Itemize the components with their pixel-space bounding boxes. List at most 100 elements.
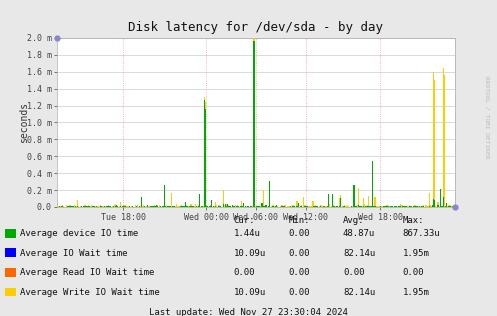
Bar — [88, 206, 89, 207]
Bar — [151, 206, 152, 207]
Bar — [442, 206, 443, 207]
Bar — [438, 206, 439, 207]
Bar — [215, 202, 216, 207]
Bar — [383, 206, 385, 207]
Bar — [241, 201, 242, 207]
Bar — [354, 185, 355, 207]
Bar — [400, 206, 401, 207]
Bar — [226, 204, 227, 207]
Bar — [252, 206, 253, 207]
Bar — [186, 205, 187, 207]
Bar — [313, 206, 314, 207]
Bar — [184, 206, 185, 207]
Bar — [333, 205, 334, 207]
Bar — [334, 206, 335, 207]
Bar — [361, 205, 362, 207]
Bar — [440, 189, 441, 207]
Bar — [280, 206, 281, 207]
Bar — [399, 206, 400, 207]
Text: 0.00: 0.00 — [288, 249, 310, 258]
Bar — [406, 206, 407, 207]
Bar — [298, 204, 299, 207]
Bar — [62, 205, 63, 207]
Bar — [339, 206, 340, 207]
Bar — [372, 161, 373, 207]
Bar — [110, 206, 111, 207]
Bar — [251, 206, 252, 207]
Bar — [238, 206, 239, 207]
Bar — [123, 206, 125, 207]
Bar — [292, 206, 293, 207]
Bar — [328, 204, 330, 207]
Bar — [396, 206, 397, 207]
Bar — [190, 206, 191, 207]
Bar — [354, 205, 356, 207]
Bar — [281, 205, 282, 207]
Bar — [110, 206, 111, 207]
Bar — [362, 206, 363, 207]
Bar — [328, 206, 329, 207]
Bar — [257, 206, 258, 207]
Bar — [192, 206, 193, 207]
Bar — [441, 206, 443, 207]
Bar — [312, 201, 314, 207]
Bar — [246, 206, 247, 207]
Bar — [288, 206, 289, 207]
Bar — [431, 206, 432, 207]
Bar — [374, 197, 376, 207]
Bar — [97, 206, 98, 207]
Bar — [194, 206, 195, 207]
Bar — [107, 206, 108, 207]
Bar — [413, 206, 414, 207]
Bar — [358, 205, 359, 207]
Bar — [306, 206, 307, 207]
Bar — [370, 206, 372, 207]
Bar — [115, 206, 116, 207]
Bar — [164, 185, 166, 207]
Bar — [367, 205, 368, 207]
Bar — [366, 206, 367, 207]
Bar — [201, 206, 202, 207]
Bar — [186, 206, 188, 207]
Bar — [256, 206, 257, 207]
Bar — [146, 206, 147, 207]
Bar — [314, 206, 315, 207]
Bar — [258, 206, 259, 207]
Bar — [331, 206, 332, 207]
Bar — [445, 206, 446, 207]
Bar — [276, 206, 278, 207]
Bar — [368, 196, 369, 207]
Bar — [269, 204, 270, 207]
Bar — [285, 206, 286, 207]
Bar — [398, 206, 399, 207]
Text: RRDTOOL / TOBI OETIKER: RRDTOOL / TOBI OETIKER — [485, 76, 490, 158]
Bar — [240, 206, 241, 207]
Bar — [250, 206, 251, 207]
Bar — [333, 206, 334, 207]
Bar — [233, 206, 234, 207]
Bar — [437, 202, 439, 207]
Bar — [332, 199, 333, 207]
Bar — [148, 206, 149, 207]
Bar — [164, 206, 166, 207]
Bar — [390, 206, 391, 207]
Bar — [216, 205, 217, 207]
Bar — [116, 206, 117, 207]
Text: 0.00: 0.00 — [234, 268, 255, 277]
Bar — [147, 205, 148, 207]
Bar — [235, 205, 236, 207]
Bar — [291, 206, 292, 207]
Bar — [141, 204, 142, 207]
Bar — [307, 206, 308, 207]
Text: Average Write IO Wait time: Average Write IO Wait time — [20, 288, 160, 297]
Bar — [199, 194, 200, 207]
Bar — [85, 205, 86, 207]
Bar — [403, 206, 404, 207]
Bar — [114, 205, 115, 207]
Bar — [411, 206, 413, 207]
Text: 10.09u: 10.09u — [234, 288, 266, 297]
Bar — [172, 206, 173, 207]
Bar — [407, 206, 408, 207]
Bar — [69, 206, 71, 207]
Bar — [453, 206, 455, 207]
